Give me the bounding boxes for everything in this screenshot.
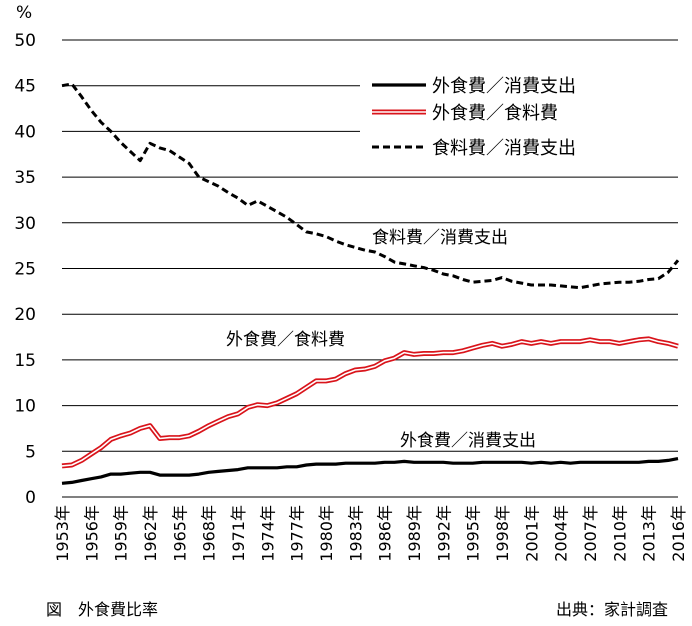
x-tick-label: 1989年: [405, 505, 424, 562]
series-lines: [61, 82, 680, 485]
y-tick-label: 15: [14, 351, 36, 371]
y-tick-label: 45: [14, 77, 36, 97]
y-axis-ticks: 0 5 10 15 20 25 30 35 40 45 50: [14, 31, 36, 508]
x-tick-label: 1986年: [376, 505, 395, 562]
x-tick-label: 1962年: [141, 505, 160, 562]
x-tick-label: 1998年: [493, 505, 512, 562]
figure-caption: 図 外食費比率: [46, 600, 159, 619]
x-tick-label: 1956年: [82, 505, 101, 562]
series-line-dashed: [61, 82, 680, 290]
x-tick-label: 1992年: [434, 505, 453, 562]
x-tick-label: 2010年: [610, 505, 629, 562]
x-tick-label: 2001年: [522, 505, 541, 562]
y-tick-label: 40: [14, 122, 36, 142]
x-tick-label: 2004年: [552, 505, 571, 562]
y-tick-label: 0: [25, 488, 36, 508]
x-tick-label: 1953年: [53, 505, 72, 562]
y-tick-label: 30: [14, 214, 36, 234]
series-line-solid: [61, 457, 679, 485]
x-tick-label: 1977年: [288, 505, 307, 562]
y-tick-label: 25: [14, 260, 36, 280]
y-tick-label: 10: [14, 397, 36, 417]
x-axis-ticks: 1953年 1956年 1959年 1962年 1965年 1968年 1971年 1974年…: [53, 505, 688, 562]
source-caption: 出典：家計調査: [555, 600, 668, 619]
legend-label: 食料費／消費支出: [432, 138, 576, 159]
x-tick-label: 2016年: [669, 505, 688, 562]
legend-label: 外食費／食料費: [432, 103, 558, 124]
y-tick-label: 50: [14, 31, 36, 51]
series-annotation: 食料費／消費支出: [372, 228, 508, 248]
series-annotation: 外食費／消費支出: [400, 431, 536, 451]
y-tick-label: 20: [14, 305, 36, 325]
x-tick-label: 1959年: [112, 505, 131, 562]
x-tick-label: 2007年: [581, 505, 600, 562]
x-tick-label: 1980年: [317, 505, 336, 562]
x-tick-label: 2013年: [640, 505, 659, 562]
series-line-inner: [61, 338, 679, 467]
y-axis-unit-label: %: [16, 3, 32, 23]
x-tick-label: 1968年: [200, 505, 219, 562]
x-tick-label: 1965年: [170, 505, 189, 562]
y-tick-label: 35: [14, 168, 36, 188]
legend-label: 外食費／消費支出: [432, 76, 576, 97]
y-tick-label: 5: [25, 442, 36, 462]
x-tick-label: 1983年: [346, 505, 365, 562]
x-tick-label: 1995年: [464, 505, 483, 562]
series-annotation: 外食費／食料費: [226, 330, 345, 350]
x-tick-label: 1974年: [258, 505, 277, 562]
series-line-outer: [61, 336, 679, 469]
x-tick-label: 1971年: [229, 505, 248, 562]
